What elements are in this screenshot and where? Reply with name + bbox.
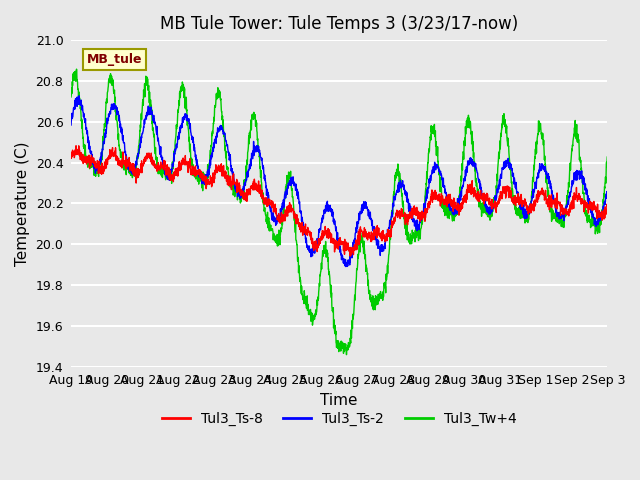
Legend: Tul3_Ts-8, Tul3_Ts-2, Tul3_Tw+4: Tul3_Ts-8, Tul3_Ts-2, Tul3_Tw+4 <box>156 406 522 432</box>
Y-axis label: Temperature (C): Temperature (C) <box>15 141 30 265</box>
X-axis label: Time: Time <box>321 393 358 408</box>
Title: MB Tule Tower: Tule Temps 3 (3/23/17-now): MB Tule Tower: Tule Temps 3 (3/23/17-now… <box>160 15 518 33</box>
Text: MB_tule: MB_tule <box>87 53 143 66</box>
